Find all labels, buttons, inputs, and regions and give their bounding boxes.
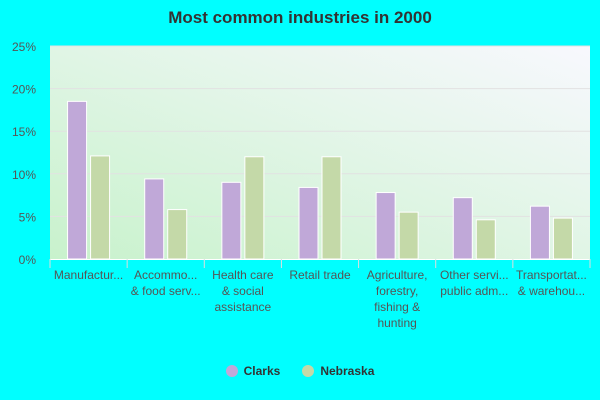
x-tick-label: Other servi... — [440, 268, 509, 282]
x-tick-label: Manufactur... — [54, 268, 123, 282]
bar-clarks — [452, 197, 473, 260]
bar-nebraska — [398, 211, 419, 260]
legend-label: Nebraska — [320, 364, 375, 378]
x-tick-label: fishing & — [374, 300, 420, 314]
x-tick-label: Transportat... — [516, 268, 587, 282]
y-tick-label: 0% — [19, 253, 37, 267]
bar-clarks — [375, 192, 396, 260]
bar-clarks — [298, 186, 319, 260]
y-tick-label: 5% — [19, 210, 37, 224]
x-tick-label: assistance — [215, 300, 272, 314]
bar-nebraska — [475, 219, 496, 260]
x-tick-label: Retail trade — [289, 268, 351, 282]
legend-item: Clarks — [225, 364, 281, 378]
bar-nebraska — [90, 155, 111, 260]
y-tick-label: 20% — [12, 83, 36, 97]
x-tick-label: & warehou... — [518, 284, 585, 298]
legend-swatch — [302, 365, 315, 377]
legend-item: Nebraska — [302, 364, 374, 378]
x-tick-label: & food serv... — [131, 284, 201, 298]
bar-clarks — [221, 181, 242, 260]
x-tick-label: hunting — [377, 316, 416, 330]
plot-area — [50, 46, 590, 259]
bar-nebraska — [244, 156, 265, 260]
bar-clarks — [144, 178, 165, 260]
x-tick-label: forestry, — [376, 284, 418, 298]
x-tick-label: Accommo... — [134, 268, 197, 282]
legend-label: Clarks — [243, 364, 281, 378]
y-tick-label: 25% — [12, 40, 36, 54]
chart-title: Most common industries in 2000 — [168, 8, 432, 27]
bar-nebraska — [167, 209, 188, 260]
legend: Clarks Nebraska — [0, 364, 600, 378]
bar-nebraska — [552, 217, 573, 260]
bar-clarks — [67, 100, 88, 260]
x-tick-label: & social — [222, 284, 264, 298]
y-tick-label: 15% — [12, 125, 36, 139]
y-tick-label: 10% — [12, 168, 36, 182]
x-tick-label: Agriculture, — [367, 268, 428, 282]
bar-clarks — [529, 205, 550, 260]
legend-swatch — [225, 365, 238, 377]
bar-nebraska — [321, 156, 342, 260]
x-tick-label: Health care — [212, 268, 274, 282]
x-tick-label: public adm... — [440, 284, 508, 298]
